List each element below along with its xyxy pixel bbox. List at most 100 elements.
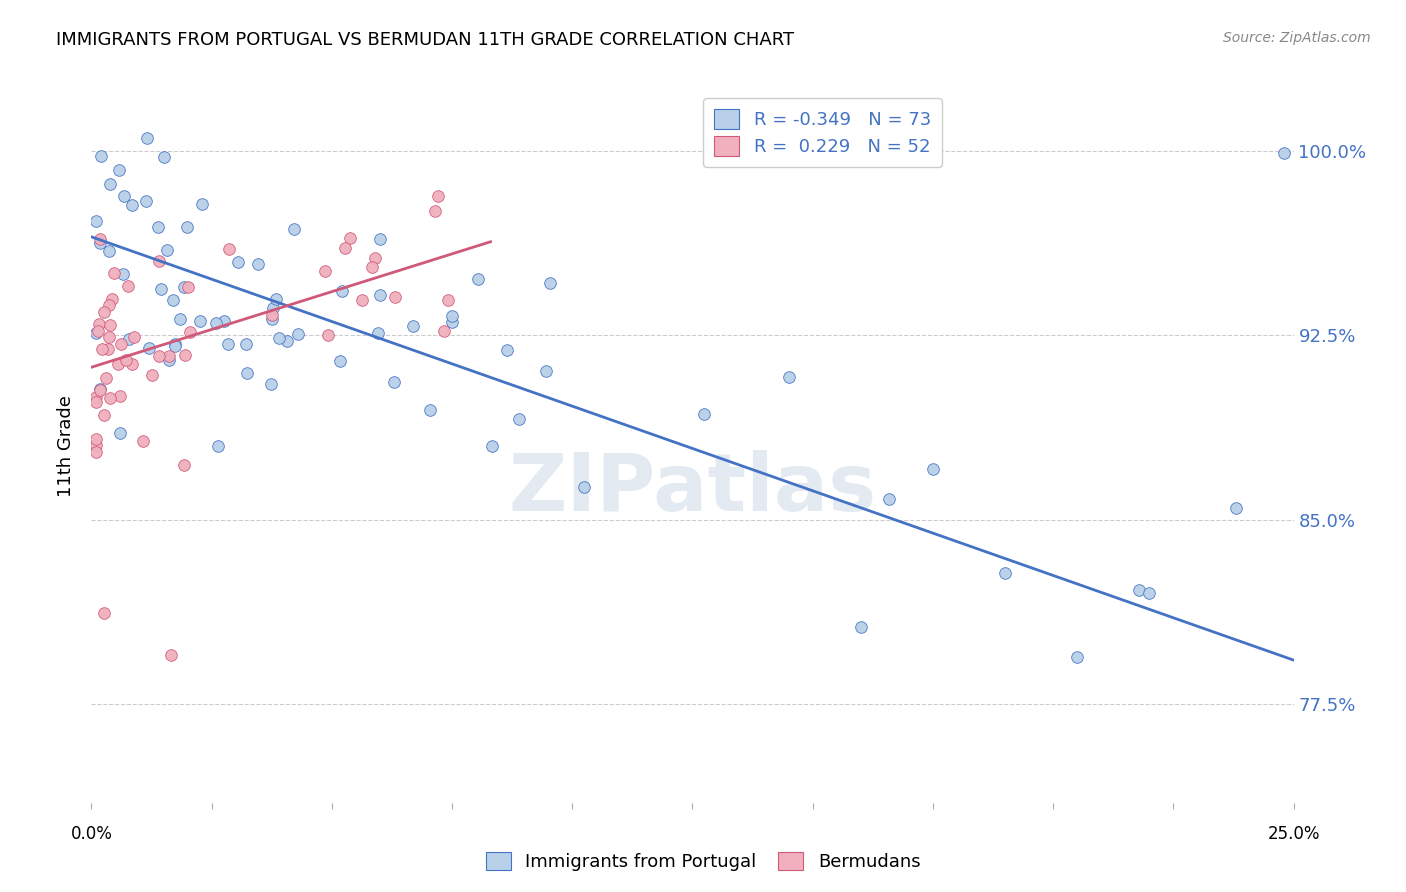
Point [84,214,107,228]
Point [97,342,120,356]
Point [93,408,115,422]
Point [111,267,134,281]
Point [84,326,107,340]
Point [287,326,309,341]
Point [368,232,391,246]
Point [110,425,132,440]
Point [97,244,120,258]
Point [1225,501,1247,516]
Point [84,432,107,446]
Point [148,349,170,363]
Point [138,341,160,355]
Point [536,364,558,378]
Point [84,395,107,409]
Point [1137,586,1160,600]
Point [93,607,115,621]
Point [538,276,561,290]
Point [262,301,284,315]
Point [179,325,201,339]
Point [84,445,107,459]
Point [440,315,463,329]
Point [207,439,229,453]
Point [103,266,125,280]
Point [508,412,530,426]
Point [98,298,121,312]
Point [152,150,174,164]
Point [877,491,900,506]
Point [467,272,489,286]
Point [89,382,111,396]
Point [384,290,406,304]
Point [316,327,339,342]
Point [333,241,356,255]
Point [173,280,195,294]
Point [135,194,157,209]
Point [159,648,181,662]
Point [330,285,353,299]
Point [157,353,180,368]
Text: ZIPatlas: ZIPatlas [509,450,876,528]
Point [108,162,131,177]
Point [267,331,290,345]
Text: Source: ZipAtlas.com: Source: ZipAtlas.com [1223,31,1371,45]
Point [849,620,872,634]
Point [173,458,195,472]
Point [363,251,385,265]
Point [121,357,143,371]
Point [217,337,239,351]
Point [437,293,460,307]
Point [107,357,129,371]
Legend: Immigrants from Portugal, Bermudans: Immigrants from Portugal, Bermudans [478,845,928,879]
Point [89,383,111,397]
Point [433,324,456,338]
Point [94,370,117,384]
Point [156,243,179,257]
Point [276,334,298,348]
Point [87,324,110,338]
Point [329,354,352,368]
Point [226,255,249,269]
Point [87,317,110,331]
Point [148,254,170,268]
Point [176,220,198,235]
Point [236,366,259,380]
Point [117,279,139,293]
Point [262,308,284,322]
Point [157,349,180,363]
Point [367,326,389,341]
Point [778,369,800,384]
Point [93,305,115,319]
Point [572,479,595,493]
Point [90,149,112,163]
Point [101,292,124,306]
Point [163,337,186,351]
Point [98,177,121,191]
Point [314,264,336,278]
Point [97,329,120,343]
Point [149,281,172,295]
Point [693,407,716,421]
Point [350,293,373,307]
Point [361,260,384,274]
Point [141,368,163,382]
Legend: R = -0.349   N = 73, R =  0.229   N = 52: R = -0.349 N = 73, R = 0.229 N = 52 [703,98,942,167]
Point [86,438,108,452]
Point [427,188,450,202]
Point [115,352,138,367]
Point [121,197,143,211]
Point [247,257,270,271]
Point [204,316,226,330]
Text: IMMIGRANTS FROM PORTUGAL VS BERMUDAN 11TH GRADE CORRELATION CHART: IMMIGRANTS FROM PORTUGAL VS BERMUDAN 11T… [56,31,794,49]
Point [1066,650,1088,665]
Point [402,318,425,333]
Point [98,391,121,405]
Text: 25.0%: 25.0% [1267,825,1320,843]
Point [136,131,159,145]
Point [112,189,135,203]
Point [148,220,170,235]
Point [90,343,112,357]
Point [260,311,283,326]
Point [368,288,391,302]
Point [440,309,463,323]
Point [89,235,111,250]
